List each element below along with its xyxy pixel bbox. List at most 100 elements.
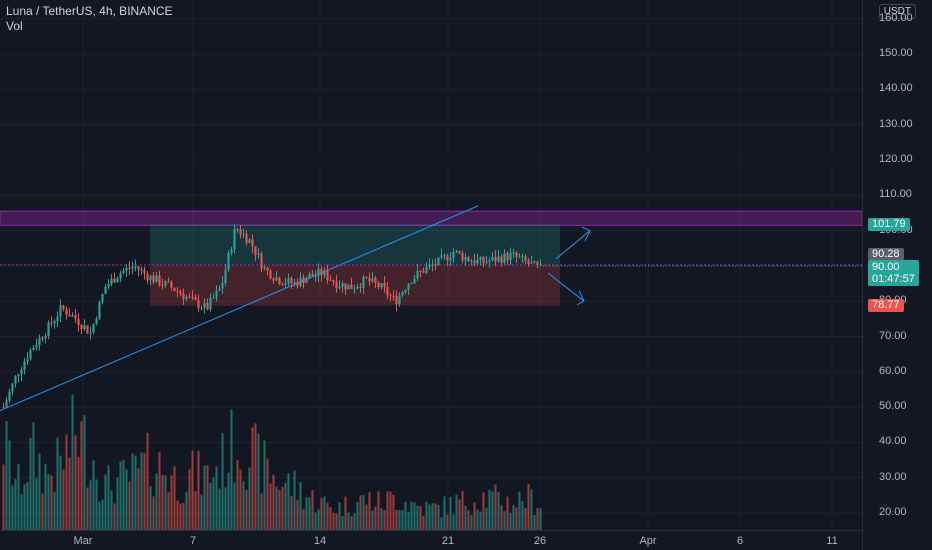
volume-bar	[254, 423, 257, 530]
candle-body	[95, 318, 98, 324]
candle-body	[377, 282, 380, 288]
volume-bar	[305, 497, 308, 530]
volume-bar	[461, 491, 464, 530]
volume-label[interactable]: Vol	[6, 19, 23, 33]
volume-bar	[269, 483, 272, 530]
volume-bar	[503, 511, 506, 530]
candle-body	[68, 314, 71, 317]
candle-body	[125, 267, 128, 271]
candle-body	[89, 332, 92, 334]
volume-bar	[164, 475, 167, 530]
candle-body	[353, 288, 356, 290]
candle-body	[536, 261, 539, 265]
price-tick-label: 60.00	[879, 364, 907, 377]
candle-body	[53, 321, 56, 324]
candle-body	[191, 296, 194, 298]
candle-body	[257, 253, 260, 255]
candle-body	[386, 287, 389, 296]
volume-bar	[491, 491, 494, 530]
volume-bar	[524, 507, 527, 530]
volume-bar	[521, 501, 524, 530]
symbol-title[interactable]: Luna / TetherUS, 4h, BINANCE	[6, 4, 173, 18]
candle-body	[98, 301, 101, 319]
candle-body	[407, 283, 410, 291]
candle-body	[236, 228, 239, 230]
price-tick-label: 30.00	[879, 470, 907, 483]
volume-bar	[434, 503, 437, 530]
volume-bar	[278, 489, 281, 530]
volume-bar	[494, 484, 497, 530]
volume-bar	[500, 505, 503, 530]
time-axis[interactable]: Mar 7 14 21 26 Apr 6 11	[0, 530, 862, 550]
volume-bar	[167, 492, 170, 530]
candle-body	[302, 277, 305, 284]
volume-bar	[404, 501, 407, 530]
resistance-zone	[0, 210, 862, 226]
volume-bar	[533, 514, 536, 530]
volume-bar	[35, 477, 38, 530]
volume-bar	[512, 504, 515, 530]
volume-bar	[386, 491, 389, 530]
volume-bar	[23, 484, 26, 530]
candle-body	[296, 281, 299, 286]
candle-body	[473, 260, 476, 264]
currency-button[interactable]: USDT	[878, 4, 916, 19]
candle-body	[188, 296, 191, 298]
time-tick-label: 26	[533, 535, 547, 547]
candle-body	[440, 255, 443, 258]
candle-body	[224, 269, 227, 284]
candle-body	[464, 257, 467, 261]
volume-bar	[392, 494, 395, 530]
volume-bar	[431, 503, 434, 530]
candle-body	[476, 259, 479, 264]
volume-bar	[374, 506, 377, 530]
candle-body	[443, 255, 446, 257]
volume-bar	[287, 473, 290, 530]
candle-body	[116, 278, 119, 283]
candle-body	[152, 275, 155, 283]
candle-body	[269, 270, 272, 279]
volume-bar	[464, 505, 467, 530]
time-tick-label: 6	[736, 535, 744, 547]
candle-body	[383, 282, 386, 288]
candle-body	[539, 264, 542, 266]
volume-bar	[2, 464, 5, 530]
candle-body	[410, 283, 413, 285]
candle-body	[101, 293, 104, 302]
candle-body	[134, 266, 137, 268]
volume-bar	[143, 453, 146, 530]
candle-body	[419, 270, 422, 272]
candle-body	[425, 266, 428, 273]
candle-body	[317, 269, 320, 276]
candle-body	[44, 336, 47, 339]
volume-bar	[413, 502, 416, 530]
candle-body	[488, 260, 491, 263]
volume-bar	[26, 481, 29, 530]
chart-svg	[0, 0, 862, 530]
candle-body	[329, 279, 332, 281]
volume-bar	[320, 497, 323, 530]
volume-bar	[290, 496, 293, 530]
candle-body	[290, 278, 293, 284]
price-tick-label: 160.00	[879, 11, 913, 24]
candle-body	[371, 278, 374, 282]
volume-bar	[29, 437, 32, 530]
candle-body	[308, 273, 311, 279]
volume-bar	[203, 465, 206, 530]
volume-bar	[407, 511, 410, 530]
chart-area[interactable]: Luna / TetherUS, 4h, BINANCE Vol	[0, 0, 862, 530]
candle-body	[161, 285, 164, 287]
candle-body	[446, 255, 449, 261]
candle-body	[368, 277, 371, 282]
candle-body	[521, 256, 524, 258]
candle-body	[221, 283, 224, 289]
volume-bar	[443, 496, 446, 530]
volume-bar	[155, 473, 158, 530]
volume-bar	[326, 502, 329, 530]
candle-body	[32, 347, 35, 351]
price-axis[interactable]: USDT 160.00 150.00 140.00 130.00 120.00 110.0…	[862, 0, 932, 550]
candle-body	[128, 267, 131, 269]
candle-body	[251, 239, 254, 247]
volume-bar	[416, 505, 419, 530]
volume-bar	[161, 474, 164, 530]
